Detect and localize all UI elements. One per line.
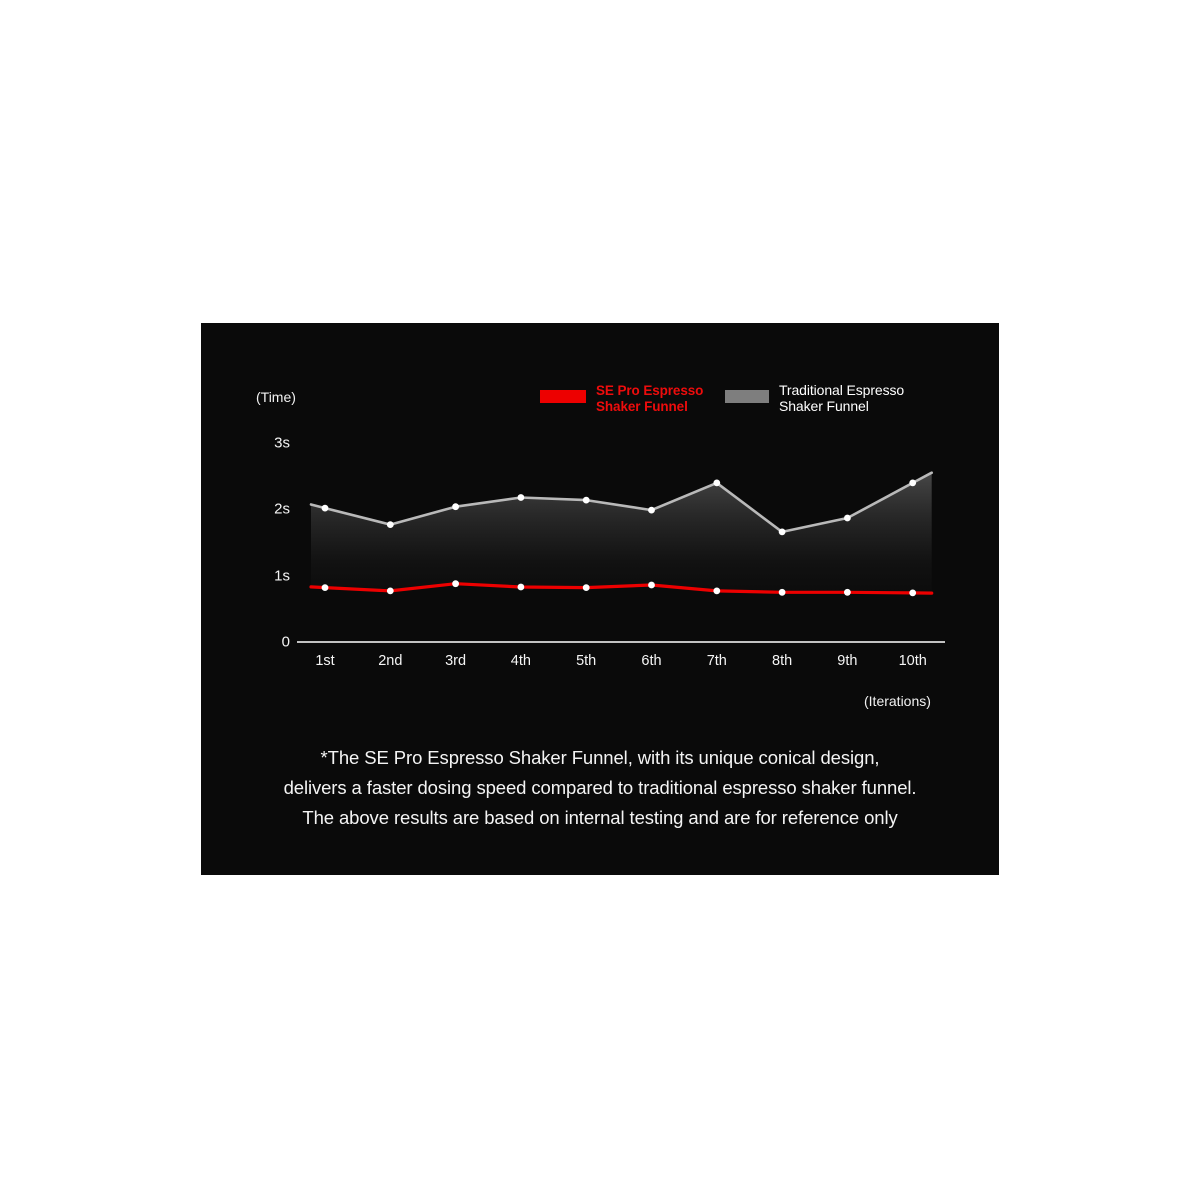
legend-swatch-icon-se-pro [540, 390, 586, 403]
data-point-marker [321, 584, 329, 591]
data-point-marker [713, 479, 721, 487]
series-area-fill [311, 472, 932, 594]
legend-swatch-icon-traditional [725, 390, 769, 403]
series-line-se-pro [309, 582, 934, 595]
data-point-marker [582, 496, 590, 504]
data-point-marker [386, 521, 394, 528]
data-point-marker [648, 581, 655, 589]
data-point-marker [386, 587, 394, 595]
x-axis-title: (Iterations) [864, 693, 931, 709]
chart-legend: SE Pro Espresso Shaker Funnel Traditiona… [540, 382, 960, 433]
legend-label-traditional: Traditional Espresso Shaker Funnel [779, 382, 905, 414]
chart-caption: *The SE Pro Espresso Shaker Funnel, with… [201, 743, 999, 833]
data-point-marker [452, 503, 459, 511]
x-tick-label: 7th [706, 653, 727, 669]
x-tick-label: 6th [641, 653, 662, 669]
legend-item-traditional[interactable]: Traditional Espresso Shaker Funnel [725, 382, 905, 414]
x-tick-label: 8th [772, 653, 793, 669]
data-point-marker [582, 584, 590, 591]
data-point-marker [713, 587, 721, 595]
data-point-marker [321, 504, 329, 512]
y-axis-title: (Time) [256, 389, 296, 405]
caption-line: The above results are based on internal … [302, 807, 898, 828]
data-point-marker [778, 588, 786, 596]
data-point-marker [844, 588, 851, 596]
y-tick-label: 0 [281, 633, 290, 651]
caption-line: *The SE Pro Espresso Shaker Funnel, with… [320, 747, 880, 768]
y-tick-label: 2s [274, 500, 290, 518]
series-line-traditional [309, 471, 933, 534]
data-point-marker [909, 479, 917, 487]
data-point-marker [648, 506, 655, 514]
data-point-marker [517, 583, 525, 591]
data-point-marker [778, 528, 786, 536]
data-point-marker [909, 589, 917, 597]
data-point-marker [517, 494, 525, 501]
series-markers-traditional [321, 479, 917, 536]
x-tick-label: 1st [315, 653, 335, 669]
x-tick-label: 9th [837, 653, 858, 669]
chart-panel: SE Pro Espresso Shaker Funnel Traditiona… [201, 323, 999, 875]
data-point-marker [844, 514, 851, 522]
x-tick-label: 4th [510, 653, 531, 669]
x-tick-label: 3rd [445, 653, 467, 669]
legend-label-se-pro: SE Pro Espresso Shaker Funnel [596, 383, 704, 414]
caption-line: delivers a faster dosing speed compared … [283, 777, 917, 798]
x-tick-label: 2nd [378, 653, 403, 669]
y-tick-label: 3s [274, 434, 290, 452]
y-tick-label: 1s [274, 567, 290, 585]
data-point-marker [452, 580, 459, 588]
x-tick-label: 5th [576, 653, 597, 669]
legend-item-se-pro[interactable]: SE Pro Espresso Shaker Funnel [540, 383, 703, 414]
plot-area [297, 471, 945, 643]
series-markers-se-pro [321, 580, 917, 597]
x-tick-label: 10th [898, 653, 927, 669]
